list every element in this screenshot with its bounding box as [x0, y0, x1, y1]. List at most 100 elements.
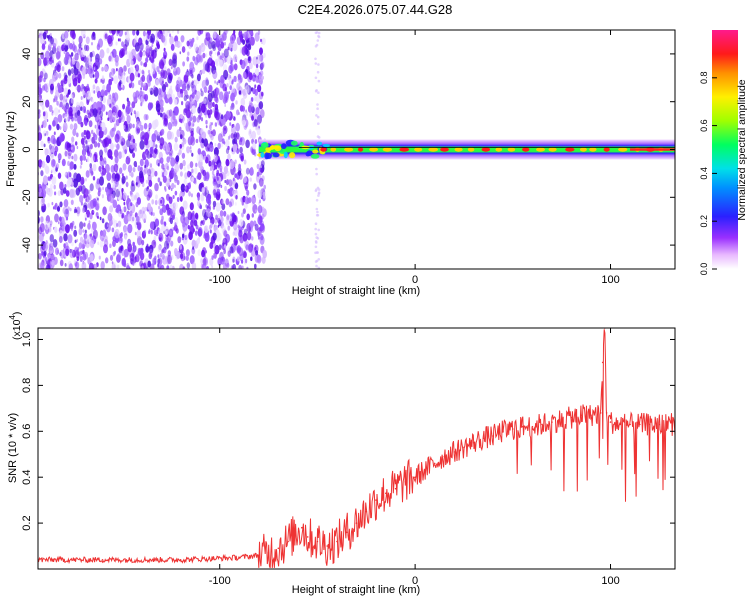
noise-speckle [230, 92, 236, 102]
noise-speckle [180, 93, 184, 98]
signal-blob [310, 154, 320, 159]
noise-speckle [179, 263, 184, 269]
noise-speckle [114, 104, 119, 113]
noise-speckle [220, 184, 223, 189]
noise-speckle [219, 165, 223, 171]
noise-speckle [83, 109, 86, 114]
y-tick-label: 0.6 [21, 424, 33, 439]
noise-speckle [114, 228, 120, 239]
noise-speckle [154, 218, 160, 227]
noise-speckle [182, 233, 185, 239]
noise-speckle [187, 170, 191, 178]
noise-speckle [165, 203, 170, 211]
noise-speckle [237, 74, 243, 84]
noise-speckle [240, 97, 246, 107]
noise-speckle [249, 36, 255, 46]
noise-speckle [53, 184, 56, 190]
colorbar-ticks: 0.0 0.2 0.4 0.6 0.8 [699, 72, 717, 275]
noise-speckle [314, 232, 318, 236]
noise-speckle [147, 202, 152, 210]
noise-speckle [39, 165, 42, 169]
noise-speckle [204, 225, 209, 234]
noise-speckle [46, 259, 49, 264]
noise-speckle [172, 106, 178, 116]
noise-speckle [220, 41, 225, 49]
noise-speckle [114, 123, 117, 129]
noise-speckle [258, 236, 260, 240]
noise-speckle [174, 163, 180, 173]
noise-speckle [100, 261, 105, 269]
noise-speckle [216, 34, 220, 42]
noise-speckle [57, 153, 62, 161]
noise-speckle [214, 51, 217, 55]
noise-speckle [149, 146, 154, 155]
noise-speckle [121, 173, 124, 177]
noise-speckle [179, 41, 182, 47]
noise-speckle [141, 47, 143, 52]
noise-speckle [134, 65, 137, 69]
noise-speckle [59, 134, 64, 143]
noise-speckle [155, 79, 160, 86]
snr-point [629, 423, 631, 426]
noise-speckle [240, 155, 244, 162]
noise-speckle [97, 142, 101, 148]
noise-speckle [149, 54, 155, 63]
noise-speckle [140, 61, 143, 66]
noise-speckle [227, 153, 231, 161]
snr-point [551, 421, 553, 423]
noise-speckle [80, 161, 83, 166]
noise-speckle [123, 65, 127, 72]
noise-speckle [259, 109, 265, 119]
noise-speckle [151, 44, 154, 48]
signal-peak [428, 147, 439, 152]
noise-speckle [147, 260, 151, 268]
noise-speckle [240, 136, 245, 146]
snr-point [326, 545, 329, 547]
noise-speckle [200, 90, 204, 97]
noise-speckle [166, 156, 170, 163]
noise-speckle [77, 115, 82, 125]
noise-speckle [197, 226, 203, 237]
noise-speckle [146, 194, 151, 201]
noise-speckle [171, 94, 176, 100]
noise-speckle [69, 107, 73, 115]
noise-speckle [117, 38, 120, 42]
noise-speckle [254, 139, 258, 144]
noise-speckle [38, 126, 41, 134]
noise-speckle [153, 85, 156, 91]
spectrogram-ticks: -100 0 100 -40 -20 0 20 40 [21, 30, 675, 286]
noise-speckle [101, 75, 105, 80]
noise-speckle [178, 118, 181, 123]
snr-point [101, 559, 104, 561]
noise-speckle [94, 78, 98, 84]
noise-speckle [41, 189, 47, 199]
noise-speckle [155, 103, 161, 113]
noise-speckle [234, 244, 238, 251]
signal-blob [283, 151, 288, 159]
noise-speckle [316, 210, 319, 214]
noise-speckle [206, 189, 209, 193]
noise-speckle [90, 154, 95, 163]
noise-speckle [184, 122, 187, 127]
noise-speckle [52, 138, 57, 145]
noise-speckle [119, 167, 123, 174]
noise-speckle [214, 244, 220, 255]
noise-speckle [49, 32, 52, 37]
noise-speckle [148, 230, 151, 235]
snr-point [404, 481, 407, 483]
noise-speckle [126, 115, 131, 123]
noise-speckle [235, 100, 238, 105]
noise-speckle [45, 130, 49, 136]
noise-speckle [98, 165, 102, 172]
noise-speckle [179, 244, 182, 250]
noise-speckle [50, 168, 54, 173]
noise-speckle [314, 222, 318, 225]
noise-speckle [220, 74, 225, 84]
noise-speckle [212, 69, 218, 80]
noise-speckle [187, 164, 190, 170]
noise-speckle [185, 71, 188, 76]
noise-speckle [131, 194, 135, 202]
noise-speckle [317, 191, 321, 194]
noise-speckle [161, 163, 165, 170]
noise-speckle [263, 184, 267, 190]
